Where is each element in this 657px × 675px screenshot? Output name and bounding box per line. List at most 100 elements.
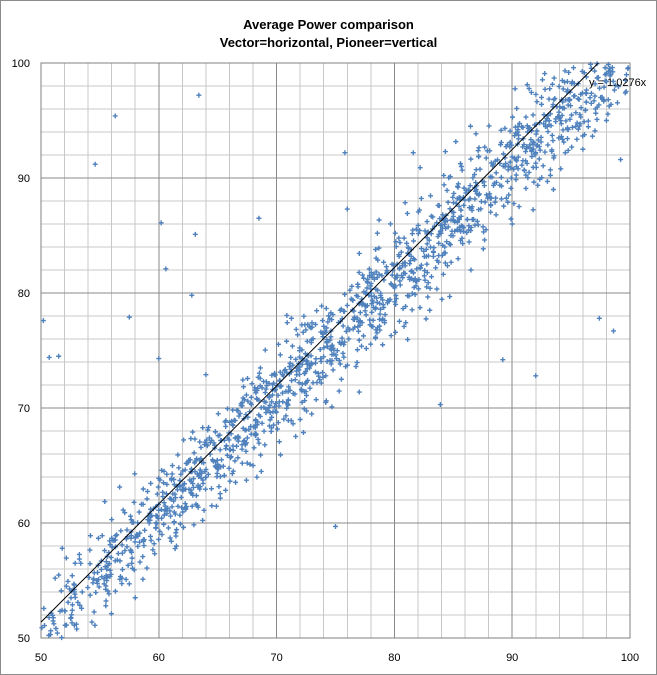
data-point <box>243 448 249 454</box>
data-point <box>144 565 150 571</box>
data-point <box>318 380 324 386</box>
data-point <box>136 509 142 515</box>
data-point <box>492 158 498 164</box>
data-point <box>552 95 558 101</box>
data-point <box>413 283 419 289</box>
chart-title-line-2: Vector=horizontal, Pioneer=vertical <box>219 35 438 50</box>
data-point <box>104 566 110 572</box>
x-tick-label: 70 <box>270 652 282 664</box>
data-point <box>530 164 536 170</box>
data-point <box>556 109 562 115</box>
data-point <box>321 354 327 360</box>
data-point <box>63 583 69 589</box>
data-point <box>585 118 591 124</box>
data-point <box>326 313 332 319</box>
data-point <box>450 194 456 200</box>
data-point <box>362 308 368 314</box>
data-point <box>42 623 48 629</box>
data-point <box>92 622 98 628</box>
data-point <box>377 306 383 312</box>
data-point <box>425 280 431 286</box>
data-point <box>560 127 566 133</box>
data-point <box>297 364 303 370</box>
trendline-group: y = 1.0276x <box>40 62 647 623</box>
data-point <box>251 424 257 430</box>
data-point <box>562 68 568 74</box>
data-point <box>165 505 171 511</box>
data-point <box>609 65 615 71</box>
data-point <box>181 437 187 443</box>
data-point <box>183 505 189 511</box>
data-point <box>468 156 474 162</box>
data-point <box>354 347 360 353</box>
data-point <box>354 359 360 365</box>
data-point <box>301 389 307 395</box>
data-point <box>284 320 290 326</box>
data-point <box>324 325 330 331</box>
data-point <box>128 547 134 553</box>
data-point <box>217 491 223 497</box>
data-point <box>388 333 394 339</box>
data-point <box>434 257 440 263</box>
data-point <box>602 65 608 71</box>
data-point <box>513 172 519 178</box>
data-point <box>199 470 205 476</box>
data-point <box>126 581 132 587</box>
data-point <box>262 390 268 396</box>
data-point <box>589 133 595 139</box>
data-point <box>277 352 283 358</box>
data-point <box>305 321 311 327</box>
data-point <box>85 585 91 591</box>
data-point <box>248 394 254 400</box>
data-point <box>201 507 207 513</box>
data-point <box>421 273 427 279</box>
data-point <box>560 136 566 142</box>
data-point <box>520 144 526 150</box>
data-point <box>154 491 160 497</box>
data-point <box>502 125 508 131</box>
data-point <box>482 237 488 243</box>
data-point <box>224 452 230 458</box>
plot-area-border <box>40 62 631 639</box>
data-point <box>356 269 362 275</box>
data-point <box>544 123 550 129</box>
data-point <box>512 86 518 92</box>
data-point <box>102 564 108 570</box>
data-point <box>560 99 566 105</box>
data-point <box>91 609 97 615</box>
data-point <box>161 521 167 527</box>
data-point <box>458 213 464 219</box>
data-point <box>459 235 465 241</box>
data-point <box>148 537 154 543</box>
data-point <box>601 97 607 103</box>
data-point <box>440 225 446 231</box>
data-point <box>350 297 356 303</box>
data-point <box>313 397 319 403</box>
data-point <box>397 240 403 246</box>
data-point <box>531 179 537 185</box>
data-point <box>468 267 474 273</box>
data-point <box>328 334 334 340</box>
data-point <box>275 341 281 347</box>
data-point <box>290 421 296 427</box>
data-point <box>293 356 299 362</box>
data-point <box>444 239 450 245</box>
data-point <box>198 444 204 450</box>
data-point <box>353 293 359 299</box>
data-point <box>303 327 309 333</box>
data-point <box>423 316 429 322</box>
data-point <box>68 595 74 601</box>
data-point <box>464 230 470 236</box>
data-point <box>513 164 519 170</box>
data-point <box>535 182 541 188</box>
data-point <box>523 185 529 191</box>
data-point <box>318 329 324 335</box>
data-point <box>556 83 562 89</box>
data-point <box>453 139 459 145</box>
data-point <box>264 383 270 389</box>
data-point <box>515 154 521 160</box>
data-point <box>76 551 82 557</box>
data-point <box>517 121 523 127</box>
data-point <box>470 175 476 181</box>
data-point <box>286 364 292 370</box>
